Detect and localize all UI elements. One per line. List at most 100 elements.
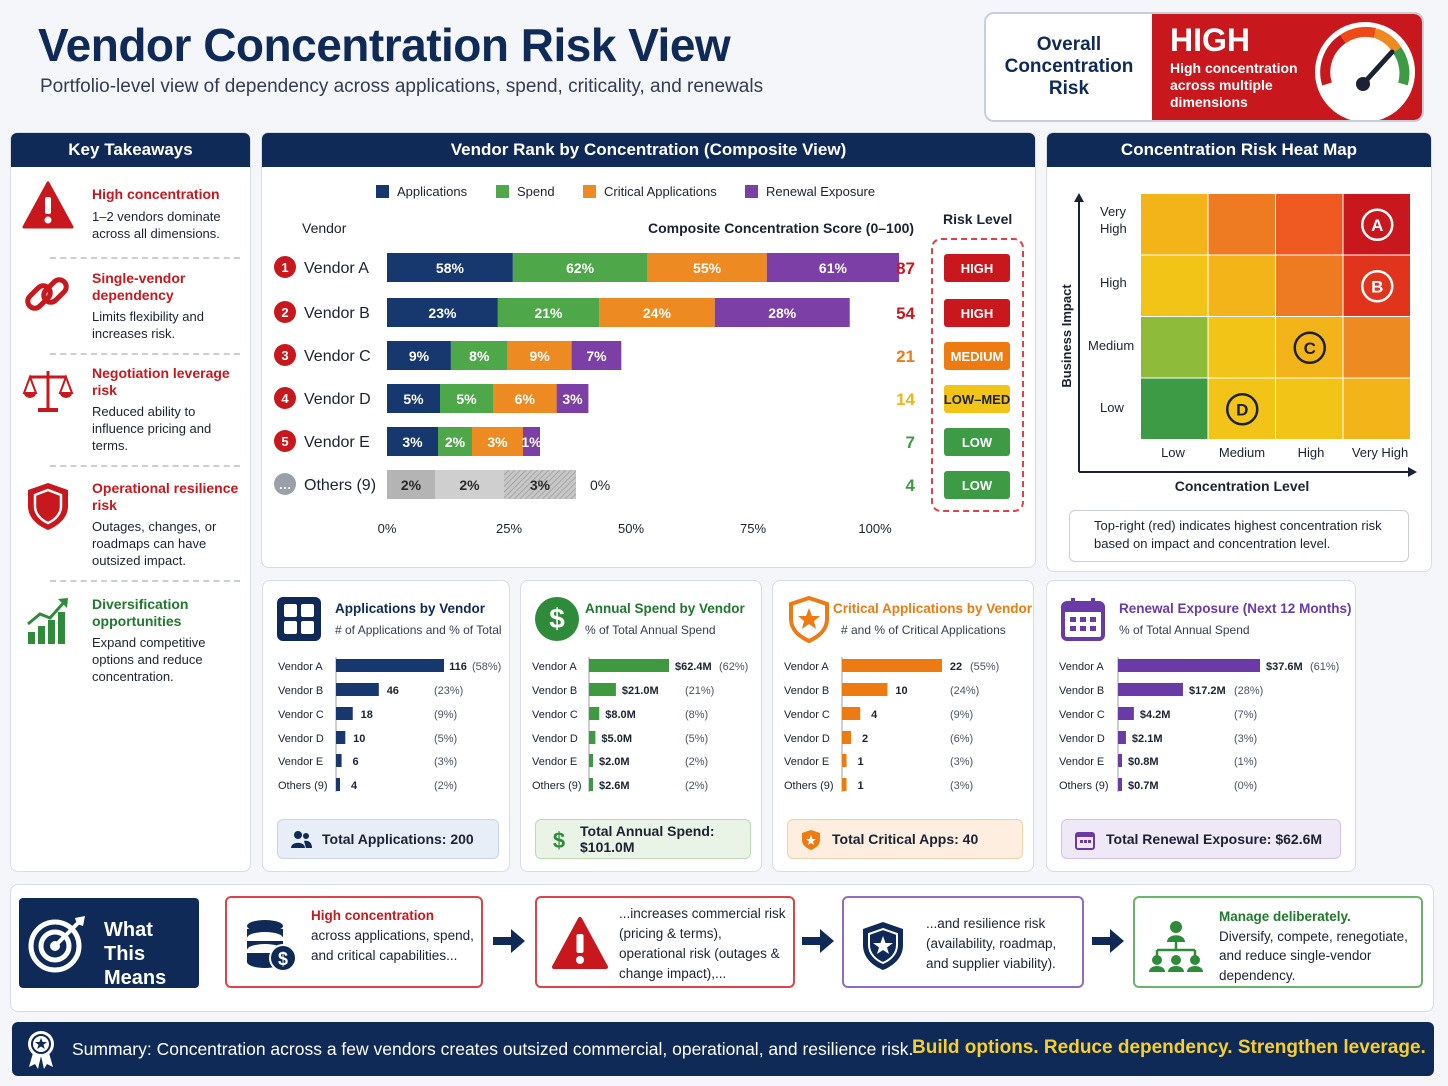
legend-item: Renewal Exposure	[745, 184, 875, 199]
segment-label: 28%	[768, 305, 797, 321]
bar	[1118, 707, 1134, 720]
flow-step-text: Manage deliberately. Diversify, compete,…	[1219, 907, 1419, 985]
value-label: $8.0M	[605, 709, 636, 721]
category-label: Vendor D	[1059, 733, 1105, 745]
heatmap-marker	[1361, 208, 1394, 241]
rank-badge	[274, 387, 296, 409]
flow-step-text: High concentration across applications, …	[311, 906, 481, 966]
rank-number: 2	[281, 305, 288, 320]
heatmap-marker-label: C	[1304, 339, 1316, 358]
heatmap-cell	[1208, 317, 1275, 378]
x-tick-label: 50%	[618, 521, 644, 536]
heatmap-cell	[1141, 255, 1208, 316]
percent-label: (23%)	[434, 685, 463, 697]
heatmap-marker-label: B	[1371, 277, 1383, 296]
value-label: $62.4M	[675, 661, 712, 673]
bar-segment	[507, 341, 572, 370]
bar	[1118, 659, 1260, 672]
segment-label: 23%	[428, 305, 457, 321]
summary-highlight: Build options. Reduce dependency. Streng…	[912, 1037, 1426, 1058]
percent-label: (3%)	[950, 756, 973, 768]
scales-icon	[22, 371, 74, 412]
bar	[842, 659, 942, 672]
value-label: 4	[871, 709, 878, 721]
composite-score: 4	[906, 476, 916, 495]
heatmap-cell	[1276, 317, 1343, 378]
heatmap-cell	[1141, 378, 1208, 439]
x-tick-label: 25%	[496, 521, 522, 536]
percent-label: (2%)	[434, 780, 457, 792]
bar	[336, 659, 444, 672]
card-subtitle: # of Applications and % of Total	[335, 623, 502, 637]
takeaway-text: Limits flexibility and increases risk.	[92, 309, 204, 341]
risk-level-frame	[931, 238, 1024, 512]
legend-label: Critical Applications	[604, 184, 717, 199]
segment-label: 7%	[586, 348, 607, 364]
bar	[589, 778, 593, 791]
takeaway-title: Operational resilience risk	[92, 480, 239, 513]
heatmap-cell	[1343, 194, 1410, 255]
takeaway-text: Reduced ability to influence pricing and…	[92, 404, 212, 453]
percent-label: (9%)	[434, 709, 457, 721]
takeaway-title: Diversification opportunities	[92, 596, 189, 629]
legend-label: Renewal Exposure	[766, 184, 876, 199]
flow-step: ...increases commercial risk (pricing & …	[535, 896, 795, 988]
percent-label: (3%)	[950, 780, 973, 792]
bar	[589, 754, 593, 767]
takeaway-text: Expand competitive options and reduce co…	[92, 635, 206, 684]
category-label: Vendor C	[1059, 709, 1105, 721]
bar-segment	[493, 384, 557, 413]
percent-label: (9%)	[950, 709, 973, 721]
flow-step: $ High concentration across applications…	[225, 896, 483, 988]
bar	[336, 707, 353, 720]
percent-label: (3%)	[434, 756, 457, 768]
value-label: $17.2M	[1189, 685, 1226, 697]
category-label: Vendor C	[278, 709, 324, 721]
bar-segment	[599, 298, 715, 327]
bar	[842, 683, 888, 696]
takeaway-item: Operational resilience risk Outages, cha…	[18, 480, 240, 575]
bar	[589, 683, 616, 696]
flow-step: Manage deliberately. Diversify, compete,…	[1133, 896, 1423, 988]
category-label: Vendor C	[784, 709, 830, 721]
percent-label: (3%)	[1234, 733, 1257, 745]
key-takeaways-heading: Key Takeaways	[11, 133, 250, 167]
takeaway-title: High concentration	[92, 186, 220, 202]
category-label: Vendor E	[784, 756, 829, 768]
overall-risk-label: Overall Concentration Risk	[1004, 34, 1134, 99]
bar	[842, 754, 847, 767]
column-label: Low	[1161, 445, 1185, 460]
percent-label: (6%)	[950, 733, 973, 745]
risk-column-header: Risk Level	[943, 211, 1013, 227]
risk-level-label: LOW	[962, 435, 993, 450]
segment-label: 1%	[521, 434, 542, 450]
rank-badge	[274, 473, 296, 495]
row-label: Very	[1100, 204, 1127, 219]
percent-label: (8%)	[685, 709, 708, 721]
svg-text:$: $	[553, 829, 565, 851]
bar-segment	[512, 253, 648, 282]
bar-segment	[387, 470, 435, 499]
value-label: 22	[950, 661, 962, 673]
category-label: Vendor E	[532, 756, 577, 768]
heatmap-cell	[1276, 378, 1343, 439]
card-title: Renewal Exposure (Next 12 Months)	[1119, 601, 1352, 616]
rank-badge	[274, 430, 296, 452]
segment-label: 55%	[693, 260, 722, 276]
value-label: 46	[387, 685, 399, 697]
segment-label: 2%	[459, 477, 480, 493]
legend-label: Applications	[397, 184, 468, 199]
bar	[589, 659, 669, 672]
rank-number: …	[279, 477, 292, 492]
card-total: Total Critical Apps: 40	[787, 819, 1023, 859]
value-label: 10	[895, 685, 907, 697]
bar-segment	[472, 427, 523, 456]
renewal-card: Renewal Exposure (Next 12 Months) % of T…	[1046, 580, 1356, 872]
card-total: $ Total Annual Spend: $101.0M	[535, 819, 751, 859]
page-subtitle: Portfolio-level view of dependency acros…	[40, 76, 764, 97]
segment-label: 9%	[409, 348, 430, 364]
composite-score: 21	[896, 347, 915, 366]
vendor-label: Vendor C	[304, 348, 371, 365]
value-label: 6	[353, 756, 359, 768]
category-label: Vendor B	[784, 685, 829, 697]
